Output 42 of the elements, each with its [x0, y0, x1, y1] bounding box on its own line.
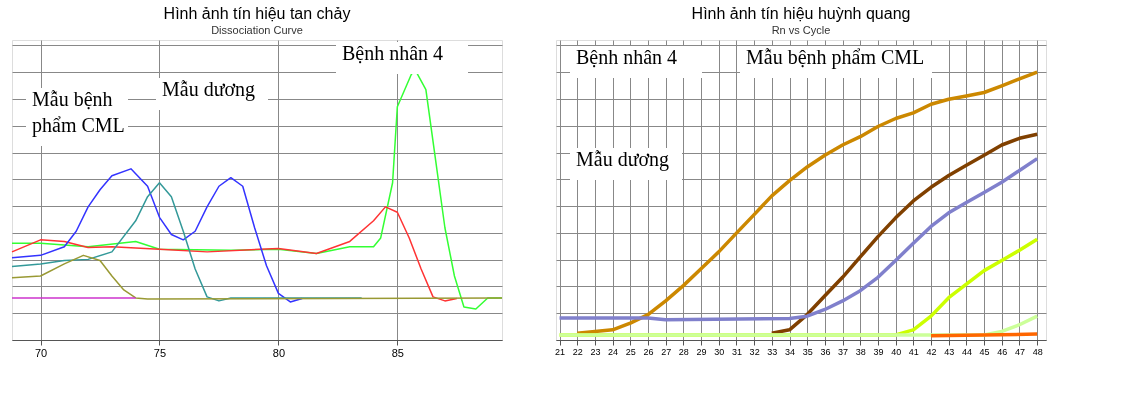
- x-tick-label: 29: [696, 346, 707, 357]
- x-tick-label: 30: [714, 346, 725, 357]
- x-tick-label: 22: [572, 346, 583, 357]
- x-tick-label: 80: [272, 346, 286, 359]
- text: Bệnh nhân 4: [342, 42, 444, 64]
- x-tick-label: 37: [838, 346, 849, 357]
- chart-subtitle: Dissociation Curve: [211, 24, 303, 36]
- text: Mẫu bệnh phẩm CML: [746, 46, 925, 69]
- x-tick-label: 23: [590, 346, 601, 357]
- x-tick-label: 31: [731, 346, 742, 357]
- x-tick-label: 32: [749, 346, 760, 357]
- x-tick-label: 43: [944, 346, 955, 357]
- x-tick-label: 24: [608, 346, 619, 357]
- x-tick-label: 42: [926, 346, 937, 357]
- annotation: Mẫu dương: [162, 78, 256, 101]
- x-tick-label: 46: [997, 346, 1008, 357]
- x-tick-label: 47: [1014, 346, 1025, 357]
- chart-title: Hình ảnh tín hiệu huỳnh quang: [691, 5, 911, 22]
- x-tick-label: 70: [34, 346, 48, 359]
- x-tick-label: 38: [855, 346, 866, 357]
- x-tick-label: 40: [891, 346, 902, 357]
- annotation: Mẫu dương: [576, 148, 670, 171]
- chart-title: Hình ảnh tín hiệu tan chảy: [163, 5, 351, 22]
- x-tick-label: 48: [1032, 346, 1043, 357]
- x-tick-label: 45: [979, 346, 990, 357]
- x-tick-label: 28: [678, 346, 689, 357]
- x-tick-label: 36: [820, 346, 831, 357]
- x-tick-label: 34: [784, 346, 796, 357]
- x-tick-label: 33: [767, 346, 778, 357]
- x-tick-label: 25: [625, 346, 636, 357]
- chart-subtitle: Rn vs Cycle: [771, 24, 831, 36]
- text: Bệnh nhân 4: [576, 46, 678, 68]
- x-tick-label: 26: [643, 346, 654, 357]
- annotation: Mẫu bệnh phẩm CML: [32, 88, 125, 137]
- x-tick-label: 39: [873, 346, 884, 357]
- x-tick-label: 44: [961, 346, 972, 357]
- x-tick-label: 35: [802, 346, 813, 357]
- x-tick-label: 41: [908, 346, 919, 357]
- x-tick-label: 27: [661, 346, 672, 357]
- x-tick-label: 85: [391, 346, 404, 359]
- x-tick-label: 75: [153, 346, 167, 359]
- x-tick-label: 21: [555, 346, 566, 357]
